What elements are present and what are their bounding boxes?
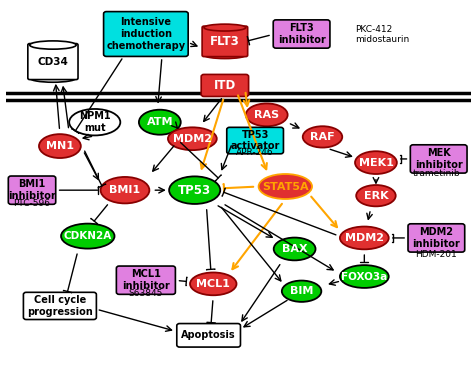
FancyBboxPatch shape bbox=[408, 224, 465, 252]
FancyBboxPatch shape bbox=[177, 323, 240, 347]
FancyBboxPatch shape bbox=[104, 12, 188, 56]
Text: FOXO3a: FOXO3a bbox=[341, 272, 387, 282]
Text: S63845: S63845 bbox=[129, 289, 163, 298]
Text: BAX: BAX bbox=[282, 244, 308, 254]
Text: CDKN2A: CDKN2A bbox=[64, 231, 112, 241]
Text: MEK
inhibitor: MEK inhibitor bbox=[415, 148, 463, 170]
Text: Apoptosis: Apoptosis bbox=[182, 330, 236, 340]
Text: trametinib: trametinib bbox=[412, 169, 460, 178]
Ellipse shape bbox=[190, 273, 237, 295]
Text: TP53
activator: TP53 activator bbox=[230, 130, 280, 151]
Text: MDM2
inhibitor: MDM2 inhibitor bbox=[412, 227, 460, 249]
Text: PTC-596: PTC-596 bbox=[14, 198, 51, 207]
Text: MN1: MN1 bbox=[46, 141, 74, 151]
Text: FLT3
inhibitor: FLT3 inhibitor bbox=[278, 23, 326, 45]
Ellipse shape bbox=[355, 151, 397, 174]
Text: midostaurin: midostaurin bbox=[355, 35, 409, 44]
Ellipse shape bbox=[282, 280, 321, 302]
Ellipse shape bbox=[100, 177, 149, 203]
Text: RAF: RAF bbox=[310, 132, 335, 142]
Text: ITD: ITD bbox=[214, 79, 236, 92]
Text: MCL1: MCL1 bbox=[196, 279, 230, 289]
Text: TP53: TP53 bbox=[178, 184, 211, 197]
Ellipse shape bbox=[204, 24, 246, 31]
Ellipse shape bbox=[340, 226, 389, 249]
FancyBboxPatch shape bbox=[202, 26, 248, 57]
FancyBboxPatch shape bbox=[23, 292, 96, 320]
Ellipse shape bbox=[39, 134, 81, 158]
Text: STAT5A: STAT5A bbox=[262, 182, 309, 191]
Ellipse shape bbox=[168, 127, 217, 150]
Text: HDM-201: HDM-201 bbox=[416, 250, 457, 259]
Ellipse shape bbox=[169, 176, 220, 204]
Text: BIM: BIM bbox=[290, 286, 313, 296]
Ellipse shape bbox=[69, 109, 120, 135]
Text: CD34: CD34 bbox=[37, 57, 68, 66]
FancyBboxPatch shape bbox=[28, 44, 78, 79]
FancyBboxPatch shape bbox=[227, 127, 283, 154]
FancyBboxPatch shape bbox=[273, 20, 330, 48]
Text: RAS: RAS bbox=[254, 110, 279, 120]
Ellipse shape bbox=[204, 52, 246, 59]
Text: NPM1
mut: NPM1 mut bbox=[79, 112, 110, 133]
Ellipse shape bbox=[259, 174, 312, 199]
FancyBboxPatch shape bbox=[410, 145, 467, 173]
Text: FLT3: FLT3 bbox=[210, 35, 240, 48]
Text: Cell cycle
progression: Cell cycle progression bbox=[27, 295, 93, 317]
Text: BMI1
inhibitor: BMI1 inhibitor bbox=[8, 179, 56, 201]
Text: MDM2: MDM2 bbox=[345, 233, 384, 243]
Text: MEK1: MEK1 bbox=[358, 158, 393, 167]
Ellipse shape bbox=[139, 110, 181, 135]
Text: PKC-412: PKC-412 bbox=[355, 25, 392, 34]
Ellipse shape bbox=[61, 223, 115, 248]
FancyBboxPatch shape bbox=[9, 176, 56, 204]
Ellipse shape bbox=[30, 74, 76, 82]
Ellipse shape bbox=[30, 41, 76, 49]
Ellipse shape bbox=[303, 126, 342, 148]
Text: MDM2: MDM2 bbox=[173, 134, 212, 144]
Text: Intensive
induction
chemotherapy: Intensive induction chemotherapy bbox=[106, 18, 185, 51]
FancyBboxPatch shape bbox=[117, 266, 175, 294]
Text: MCL1
inhibitor: MCL1 inhibitor bbox=[122, 269, 170, 291]
Ellipse shape bbox=[356, 185, 396, 206]
Ellipse shape bbox=[273, 238, 316, 260]
Text: BMI1: BMI1 bbox=[109, 185, 140, 195]
FancyBboxPatch shape bbox=[201, 75, 248, 97]
Text: APR-246: APR-246 bbox=[237, 148, 274, 157]
Text: ATM: ATM bbox=[146, 117, 173, 127]
Ellipse shape bbox=[340, 265, 389, 288]
Ellipse shape bbox=[246, 103, 288, 126]
Text: ERK: ERK bbox=[364, 191, 388, 201]
